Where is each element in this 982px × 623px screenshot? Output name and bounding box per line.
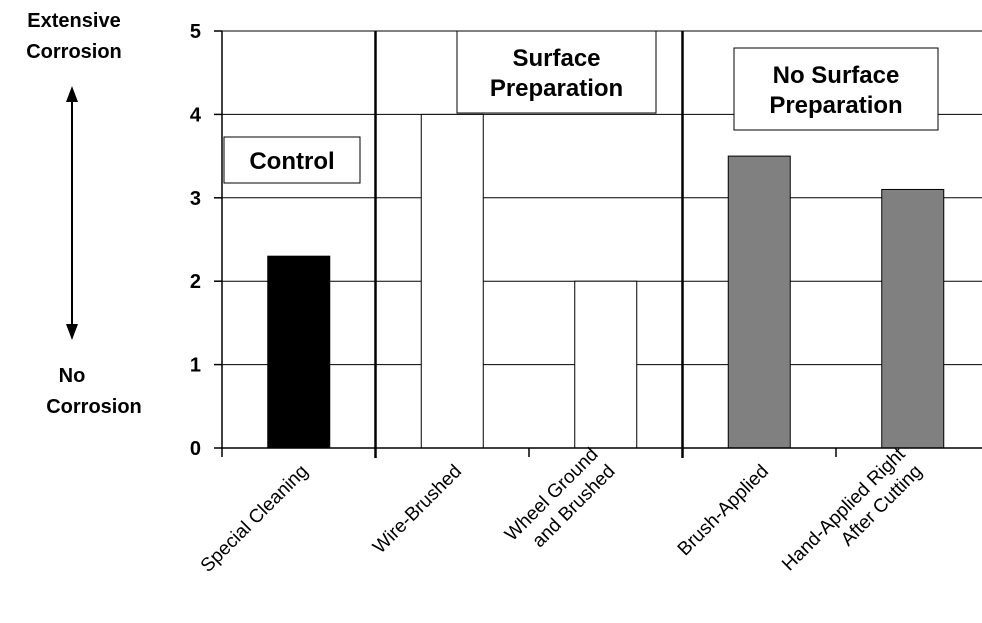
group-label-text: Surface bbox=[512, 45, 600, 72]
bar bbox=[420, 113, 484, 449]
y-tick-label: 3 bbox=[190, 188, 201, 210]
y-tick-label: 4 bbox=[190, 104, 202, 126]
axes bbox=[214, 30, 982, 457]
scale-top-label-line-1: Extensive bbox=[27, 10, 120, 32]
group-label-box: No Surface Preparation bbox=[733, 47, 939, 131]
category-label: Wire-Brushed bbox=[369, 461, 466, 558]
group-label-frame bbox=[456, 30, 657, 114]
category-label: Special Cleaning bbox=[197, 461, 313, 577]
group-label-box: Surface Preparation bbox=[456, 30, 657, 114]
y-tick-label: 2 bbox=[190, 271, 201, 293]
group-label-box: Control bbox=[223, 136, 361, 184]
scale-bottom-label-line-1: No bbox=[59, 365, 86, 387]
category-label-line: Wire-Brushed bbox=[369, 461, 466, 558]
y-tick-label: 0 bbox=[190, 438, 201, 460]
group-label-text: No Surface bbox=[773, 62, 900, 89]
bar bbox=[267, 255, 331, 449]
category-label-line: Brush-Applied bbox=[674, 461, 773, 560]
group-label-text: Preparation bbox=[769, 92, 902, 119]
scale-bottom-label-line-2: Corrosion bbox=[46, 396, 142, 418]
category-label-line: Special Cleaning bbox=[197, 461, 313, 577]
arrow-up-icon bbox=[66, 86, 78, 102]
group-labels: Control Surface Preparation No Surface Prepa… bbox=[223, 30, 939, 184]
bar bbox=[881, 188, 945, 449]
group-label-text: Preparation bbox=[490, 75, 623, 102]
scale-top-label-line-2: Corrosion bbox=[26, 41, 122, 63]
group-dividers bbox=[374, 31, 684, 458]
arrow-down-icon bbox=[66, 324, 78, 340]
group-label-frame bbox=[733, 47, 939, 131]
category-label: Brush-Applied bbox=[674, 461, 773, 560]
category-labels: Special Cleaning Wire-Brushed Wheel Ground… bbox=[197, 443, 927, 577]
bar bbox=[727, 155, 791, 449]
y-tick-labels: 0 1 2 3 4 5 bbox=[190, 21, 202, 460]
group-label-frame bbox=[223, 136, 361, 184]
y-tick-label: 1 bbox=[190, 355, 201, 377]
bar bbox=[574, 280, 638, 449]
group-label-text: Control bbox=[249, 148, 334, 175]
bars bbox=[267, 113, 945, 449]
y-tick-label: 5 bbox=[190, 21, 201, 43]
corrosion-scale: Extensive Corrosion No Corrosion bbox=[26, 10, 142, 418]
